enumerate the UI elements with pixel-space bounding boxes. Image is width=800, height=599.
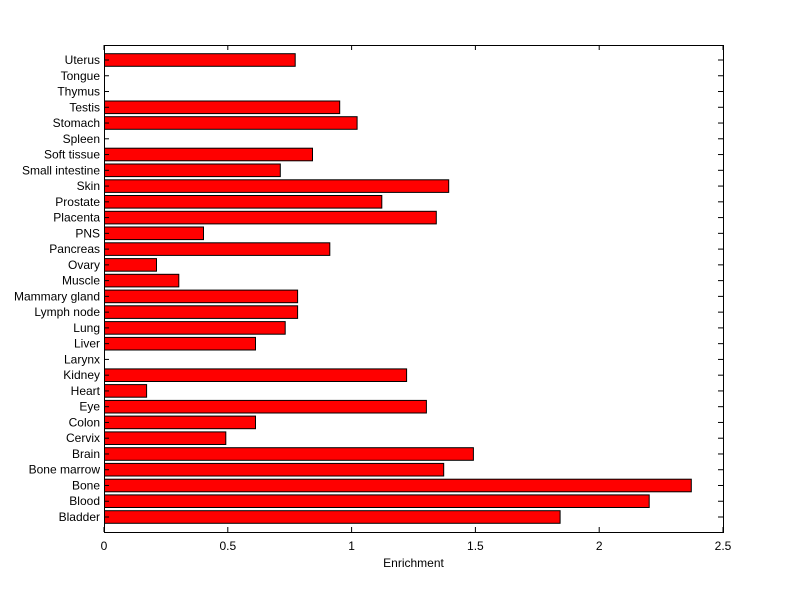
x-tick-label-3: 1.5 xyxy=(467,539,484,553)
bar-blood xyxy=(104,494,650,508)
bar-cervix xyxy=(104,431,227,445)
y-tick-label-muscle: Muscle xyxy=(62,274,100,288)
y-tick-label-lung: Lung xyxy=(73,321,100,335)
y-tick-label-soft-tissue: Soft tissue xyxy=(44,148,100,162)
bar-bladder xyxy=(104,510,561,524)
bar-muscle xyxy=(104,273,180,288)
y-tick-label-thymus: Thymus xyxy=(57,85,100,99)
bar-lymph-node xyxy=(104,305,299,319)
x-tick-label-4: 2 xyxy=(596,539,603,553)
bar-liver xyxy=(104,336,256,351)
bar-brain xyxy=(104,447,474,461)
y-tick-label-tongue: Tongue xyxy=(61,69,101,83)
y-tick-label-eye: Eye xyxy=(79,400,100,414)
y-tick-label-pns: PNS xyxy=(75,226,100,240)
x-tick-label-2: 1 xyxy=(348,539,355,553)
bar-eye xyxy=(104,399,427,414)
y-tick-label-cervix: Cervix xyxy=(66,431,100,445)
y-tick-label-small-intestine: Small intestine xyxy=(22,163,100,177)
bar-pancreas xyxy=(104,242,331,256)
bar-small-intestine xyxy=(104,163,281,178)
bar-soft-tissue xyxy=(104,147,313,162)
bar-kidney xyxy=(104,368,408,382)
bar-ovary xyxy=(104,258,157,272)
y-tick-label-skin: Skin xyxy=(77,179,100,193)
y-tick-label-bone: Bone xyxy=(72,478,100,492)
bar-mammary-gland xyxy=(104,289,299,304)
x-tick-label-5: 2.5 xyxy=(715,539,732,553)
bar-lung xyxy=(104,321,286,335)
bar-skin xyxy=(104,179,450,193)
plot-frame xyxy=(104,45,724,533)
y-tick-label-bladder: Bladder xyxy=(59,510,100,524)
bar-testis xyxy=(104,100,341,115)
x-ticks-group: 0 0.5 1 1.5 2 2.5 xyxy=(101,45,732,553)
bar-placenta xyxy=(104,210,437,225)
y-tick-label-pancreas: Pancreas xyxy=(49,242,100,256)
x-tick-label-0: 0 xyxy=(101,539,108,553)
y-tick-label-spleen: Spleen xyxy=(63,132,100,146)
bar-colon xyxy=(104,415,256,430)
x-axis-label: Enrichment xyxy=(383,556,444,570)
y-tick-label-stomach: Stomach xyxy=(53,116,100,130)
bar-bone-marrow xyxy=(104,462,445,477)
bar-heart xyxy=(104,384,148,398)
y-tick-label-placenta: Placenta xyxy=(53,211,100,225)
y-tick-label-colon: Colon xyxy=(69,415,100,429)
x-tick-label-1: 0.5 xyxy=(219,539,236,553)
y-tick-label-blood: Blood xyxy=(69,494,100,508)
y-tick-label-ovary: Ovary xyxy=(68,258,100,272)
y-tick-label-testis: Testis xyxy=(69,100,100,114)
y-tick-label-kidney: Kidney xyxy=(63,368,100,382)
bar-bone xyxy=(104,478,692,493)
y-tick-label-liver: Liver xyxy=(74,337,100,351)
y-tick-label-prostate: Prostate xyxy=(55,195,100,209)
bar-prostate xyxy=(104,195,383,209)
y-tick-label-brain: Brain xyxy=(72,447,100,461)
bar-stomach xyxy=(104,116,358,130)
bar-uterus xyxy=(104,53,296,67)
y-tick-label-uterus: Uterus xyxy=(65,53,100,67)
y-tick-label-heart: Heart xyxy=(71,384,101,398)
y-tick-label-bone-marrow: Bone marrow xyxy=(29,463,101,477)
y-tick-label-lymph-node: Lymph node xyxy=(34,305,100,319)
bar-pns xyxy=(104,226,204,241)
y-tick-label-mammary-gland: Mammary gland xyxy=(14,289,100,303)
y-tick-label-larynx: Larynx xyxy=(64,352,100,366)
